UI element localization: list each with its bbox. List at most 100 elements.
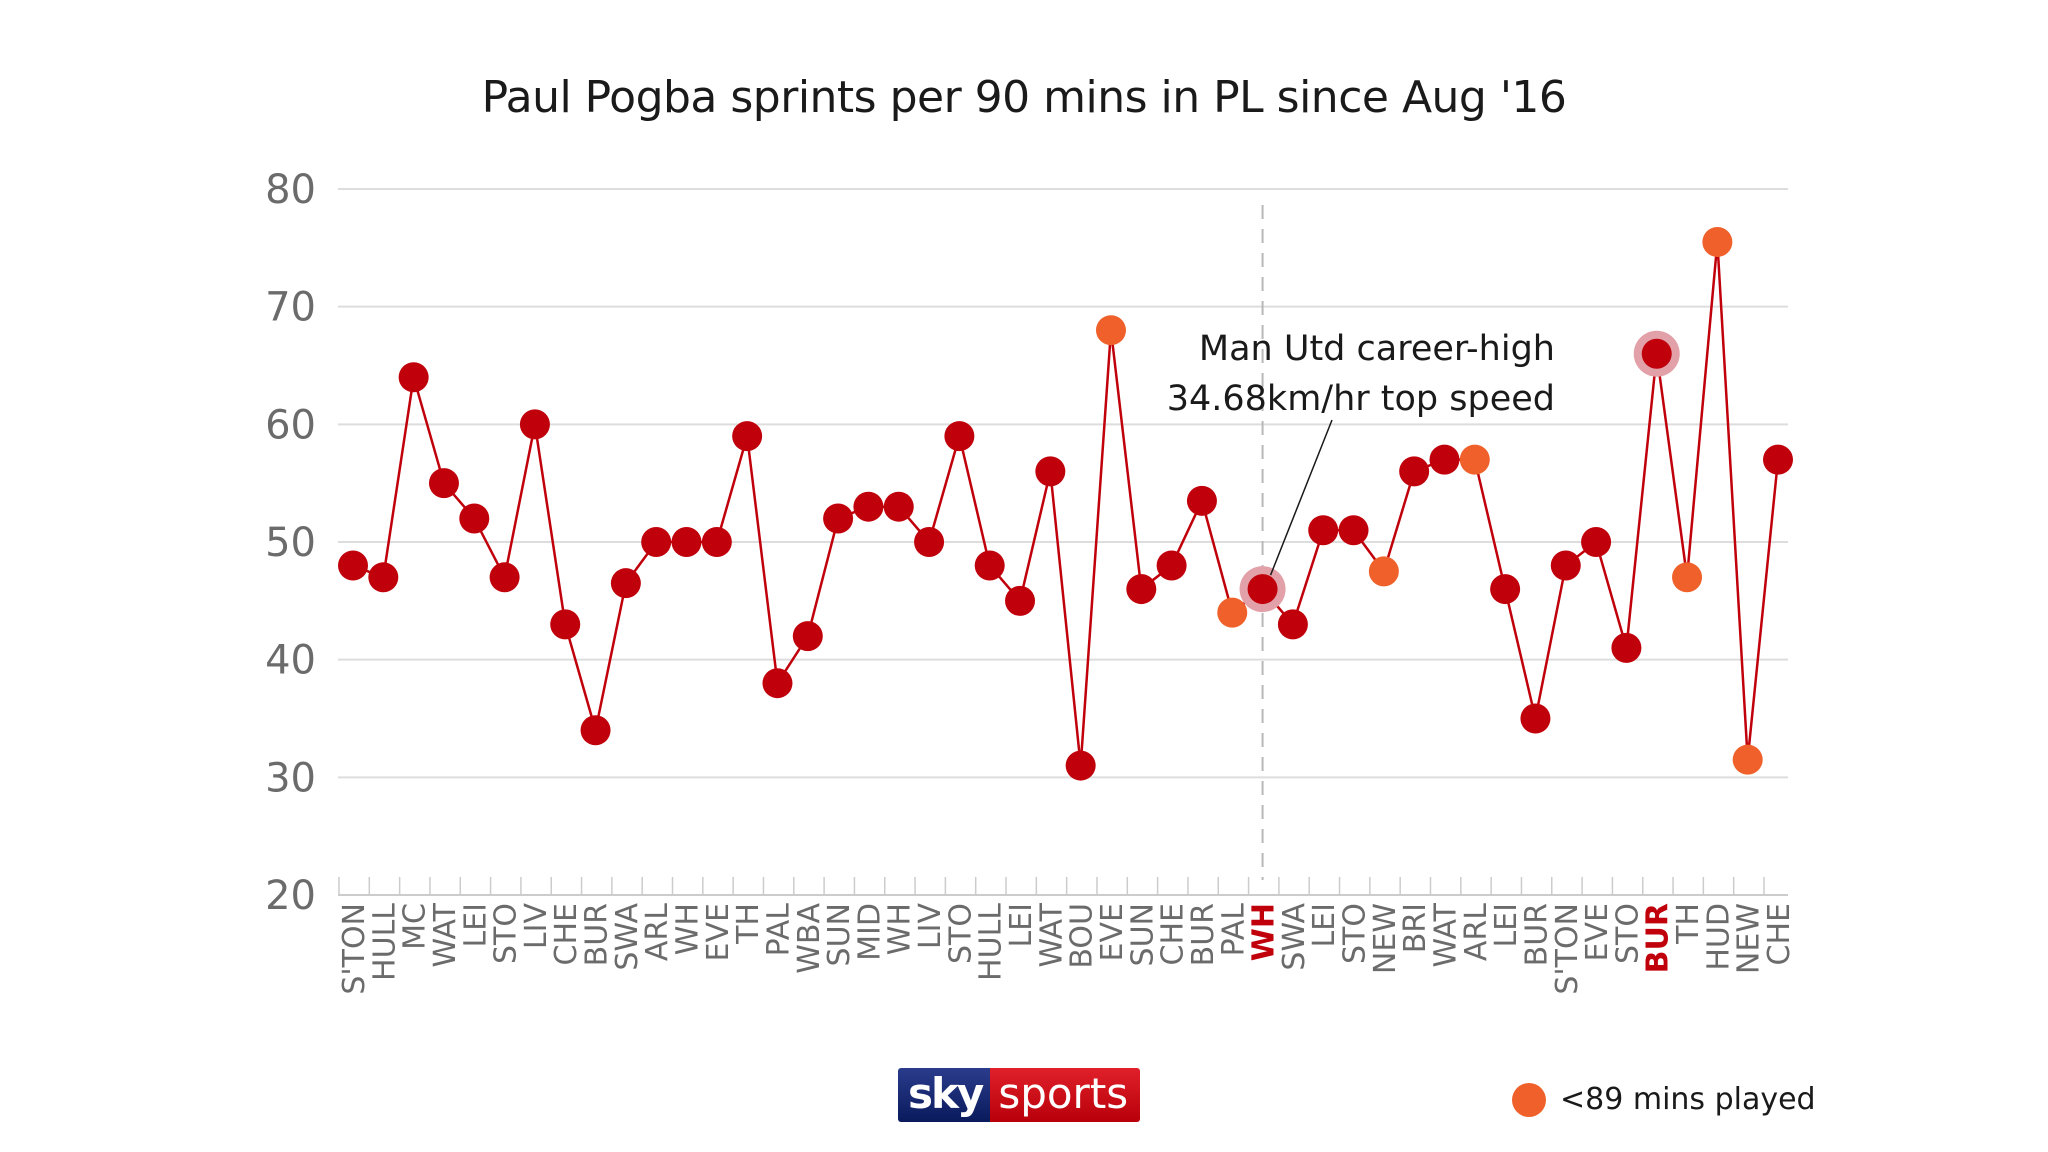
data-point xyxy=(1702,226,1733,257)
x-tick-label: WH xyxy=(671,903,706,955)
x-tick-label: WBA xyxy=(792,903,827,974)
data-point xyxy=(792,621,823,652)
logo-sports: sports xyxy=(990,1068,1141,1122)
x-tick-label: LEI xyxy=(458,903,493,948)
y-tick-label: 80 xyxy=(265,167,316,213)
data-point xyxy=(489,562,520,593)
x-tick-label: TH xyxy=(1671,903,1706,945)
data-point xyxy=(1399,456,1430,487)
legend: <89 mins played xyxy=(1512,1082,1816,1117)
x-tick-label: LEI xyxy=(1004,903,1039,948)
x-tick-label: CHE xyxy=(1156,903,1191,965)
data-point xyxy=(883,491,914,522)
x-tick-label: TH xyxy=(731,903,766,945)
x-tick-label: SUN xyxy=(1125,903,1160,966)
x-tick-label: HULL xyxy=(974,903,1009,981)
x-tick-label: BUR xyxy=(1186,903,1221,966)
data-point xyxy=(762,668,793,699)
data-point xyxy=(1581,527,1612,557)
x-tick-label: WAT xyxy=(1428,902,1463,967)
x-tick-label: SWA xyxy=(610,903,645,971)
x-tick-label: HULL xyxy=(367,903,402,981)
x-tick-label: WAT xyxy=(1034,902,1069,967)
data-point xyxy=(1368,556,1399,587)
x-tick-label: EVE xyxy=(701,903,736,961)
data-point xyxy=(914,527,945,557)
x-tick-label: BUR xyxy=(1641,903,1676,973)
data-point xyxy=(1065,750,1096,781)
data-point xyxy=(580,715,611,746)
data-point xyxy=(1763,444,1793,475)
x-tick-label: WH xyxy=(1247,903,1282,961)
sky-sports-logo: sky sports xyxy=(898,1068,1141,1122)
y-tick-label: 70 xyxy=(265,285,316,331)
data-point xyxy=(1186,485,1217,516)
x-tick-label: NEW xyxy=(1732,903,1767,974)
data-point xyxy=(610,568,641,599)
x-tick-label: EVE xyxy=(1095,903,1130,961)
x-tick-label: STO xyxy=(943,903,978,964)
x-tick-label: BRI xyxy=(1398,903,1433,953)
data-point xyxy=(1611,632,1642,663)
data-point xyxy=(1550,550,1581,581)
x-tick-label: SUN xyxy=(822,903,857,966)
x-tick-label: STO xyxy=(489,903,524,964)
x-tick-label: BOU xyxy=(1065,903,1100,969)
x-tick-label: MC xyxy=(398,903,433,950)
x-tick-label: WAT xyxy=(428,902,463,967)
data-point xyxy=(1126,574,1157,605)
data-point xyxy=(368,562,399,593)
data-points xyxy=(338,226,1793,781)
x-tick-label: LEI xyxy=(1489,903,1524,948)
data-point xyxy=(459,503,490,534)
data-point xyxy=(671,527,702,557)
data-point xyxy=(701,527,732,557)
y-tick-label: 20 xyxy=(265,873,316,919)
x-tick-label: CHE xyxy=(549,903,584,965)
annotation-line-2: 34.68km/hr top speed xyxy=(1167,379,1555,419)
x-tick-label: ARL xyxy=(640,903,675,961)
data-point xyxy=(641,527,672,557)
y-tick-label: 60 xyxy=(265,402,316,448)
data-point xyxy=(1217,597,1248,628)
data-point xyxy=(853,491,884,522)
data-point xyxy=(550,609,581,640)
data-point xyxy=(1156,550,1187,581)
data-point xyxy=(1308,515,1339,546)
x-tick-label: MID xyxy=(852,903,887,961)
y-tick-label: 50 xyxy=(265,520,316,566)
data-point xyxy=(1641,338,1672,369)
data-point xyxy=(1490,574,1521,605)
data-point xyxy=(1247,574,1278,605)
x-tick-label: BUR xyxy=(1519,903,1554,966)
data-point xyxy=(1672,562,1703,593)
data-point xyxy=(1732,744,1763,775)
data-point xyxy=(823,503,854,534)
x-tick-label: HUD xyxy=(1701,903,1736,971)
x-tick-label: CHE xyxy=(1762,903,1797,965)
x-tick-label: STO xyxy=(1610,903,1645,964)
x-tick-label: STO xyxy=(1338,903,1373,964)
x-tick-label: S'TON xyxy=(1550,903,1585,995)
orange-dot-icon xyxy=(1512,1082,1546,1117)
data-point xyxy=(398,362,429,393)
y-axis: 20 30 40 50 60 70 80 xyxy=(265,167,316,919)
data-point xyxy=(1277,609,1308,640)
data-point xyxy=(1429,444,1460,475)
data-point xyxy=(1095,315,1126,346)
chart-title: Paul Pogba sprints per 90 mins in PL sin… xyxy=(481,72,1567,123)
x-tick-label: ARL xyxy=(1459,903,1494,961)
x-tick-label: S'TON xyxy=(337,903,372,995)
data-point xyxy=(519,409,550,440)
x-tick-label: SWA xyxy=(1277,903,1312,971)
data-point xyxy=(338,550,368,581)
x-tick-label: EVE xyxy=(1580,903,1615,961)
x-tick-label: PAL xyxy=(1216,903,1251,957)
x-tick-label: PAL xyxy=(761,903,796,957)
series-line xyxy=(352,241,1780,766)
data-point xyxy=(944,421,975,452)
data-point xyxy=(1338,515,1369,546)
y-tick-label: 30 xyxy=(265,755,316,801)
data-point xyxy=(1459,444,1490,475)
